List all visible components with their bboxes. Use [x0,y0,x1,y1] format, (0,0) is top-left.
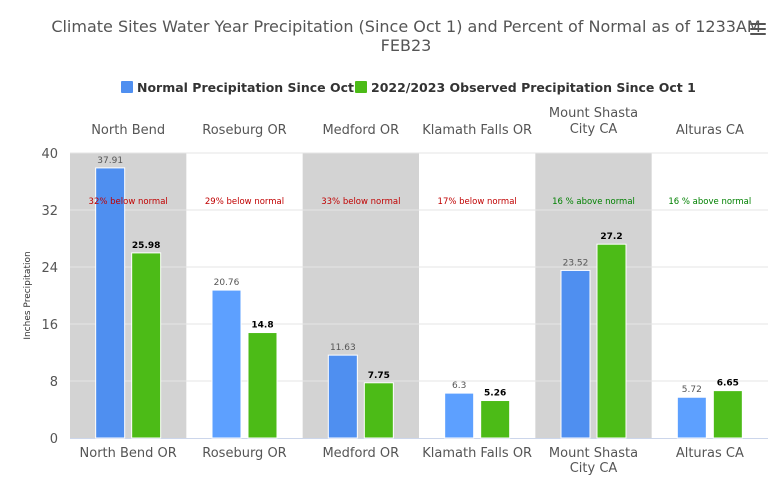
y-tick-label: 24 [41,261,58,276]
top-category-label: Klamath Falls OR [422,123,532,138]
top-category-label: City CA [570,122,618,137]
observed-bar [596,243,627,439]
bar-data-label: 14.8 [251,321,273,331]
normal-bar [560,269,591,439]
category-band [302,153,419,438]
observed-bar [712,390,743,439]
bar-data-label: 5.72 [682,385,702,395]
chart-title-line: FEB23 [381,36,432,55]
y-tick-label: 16 [41,318,58,333]
y-tick-label: 40 [41,147,58,162]
x-category-label: Medford OR [322,446,399,461]
menu-line [750,33,766,35]
top-category-label: Alturas CA [676,123,744,138]
x-category-label: City CA [570,461,618,476]
percent-of-normal-annotation: 32% below normal [89,197,168,207]
y-axis-label: Inches Precipitation [23,251,33,339]
bar-data-label: 6.65 [717,379,739,389]
chart-title-line: Climate Sites Water Year Precipitation (… [51,17,760,36]
x-category-label: Alturas CA [676,446,744,461]
observed-bar [247,332,278,439]
bar-data-label: 7.75 [368,371,390,381]
bar-data-label: 5.26 [484,389,506,399]
legend-swatch-1 [121,81,133,93]
observed-bar [480,400,511,439]
normal-bar [95,167,126,439]
percent-of-normal-annotation: 29% below normal [205,197,284,207]
bar-data-label: 37.91 [97,156,123,166]
category-band [70,153,187,438]
top-category-label: North Bend [91,123,165,138]
bar-data-label: 20.76 [214,278,240,288]
x-category-label: North Bend OR [80,446,177,461]
percent-of-normal-annotation: 17% below normal [438,197,517,207]
bar-data-label: 6.3 [452,381,466,391]
top-category-label: Mount Shasta [549,106,638,121]
y-tick-label: 32 [41,204,58,219]
menu-line [750,23,766,25]
normal-bar [444,392,475,439]
legend-label-2: 2022/2023 Observed Precipitation Since O… [371,80,696,95]
x-category-label: Roseburg OR [202,446,286,461]
normal-bar [327,354,358,439]
observed-bar [363,382,394,439]
bar-data-label: 11.63 [330,343,356,353]
y-tick-label: 0 [50,432,58,447]
y-tick-label: 8 [50,375,58,390]
percent-of-normal-annotation: 16 % above normal [668,197,751,207]
top-category-label: Roseburg OR [202,123,286,138]
x-category-label: Mount Shasta [549,446,638,461]
observed-bar [131,252,162,439]
legend-label-1: Normal Precipitation Since Oct 1 [137,80,367,95]
hamburger-menu-icon[interactable] [748,20,768,40]
legend-swatch-2 [355,81,367,93]
bar-data-label: 25.98 [132,241,160,251]
percent-of-normal-annotation: 33% below normal [321,197,400,207]
percent-of-normal-annotation: 16 % above normal [552,197,635,207]
menu-line [750,28,766,30]
bar-data-label: 23.52 [563,258,589,268]
top-category-label: Medford OR [322,123,399,138]
normal-bar [211,289,242,439]
bar-data-label: 27.2 [600,232,622,242]
category-band [535,153,652,438]
x-category-label: Klamath Falls OR [422,446,532,461]
normal-bar [676,396,707,439]
